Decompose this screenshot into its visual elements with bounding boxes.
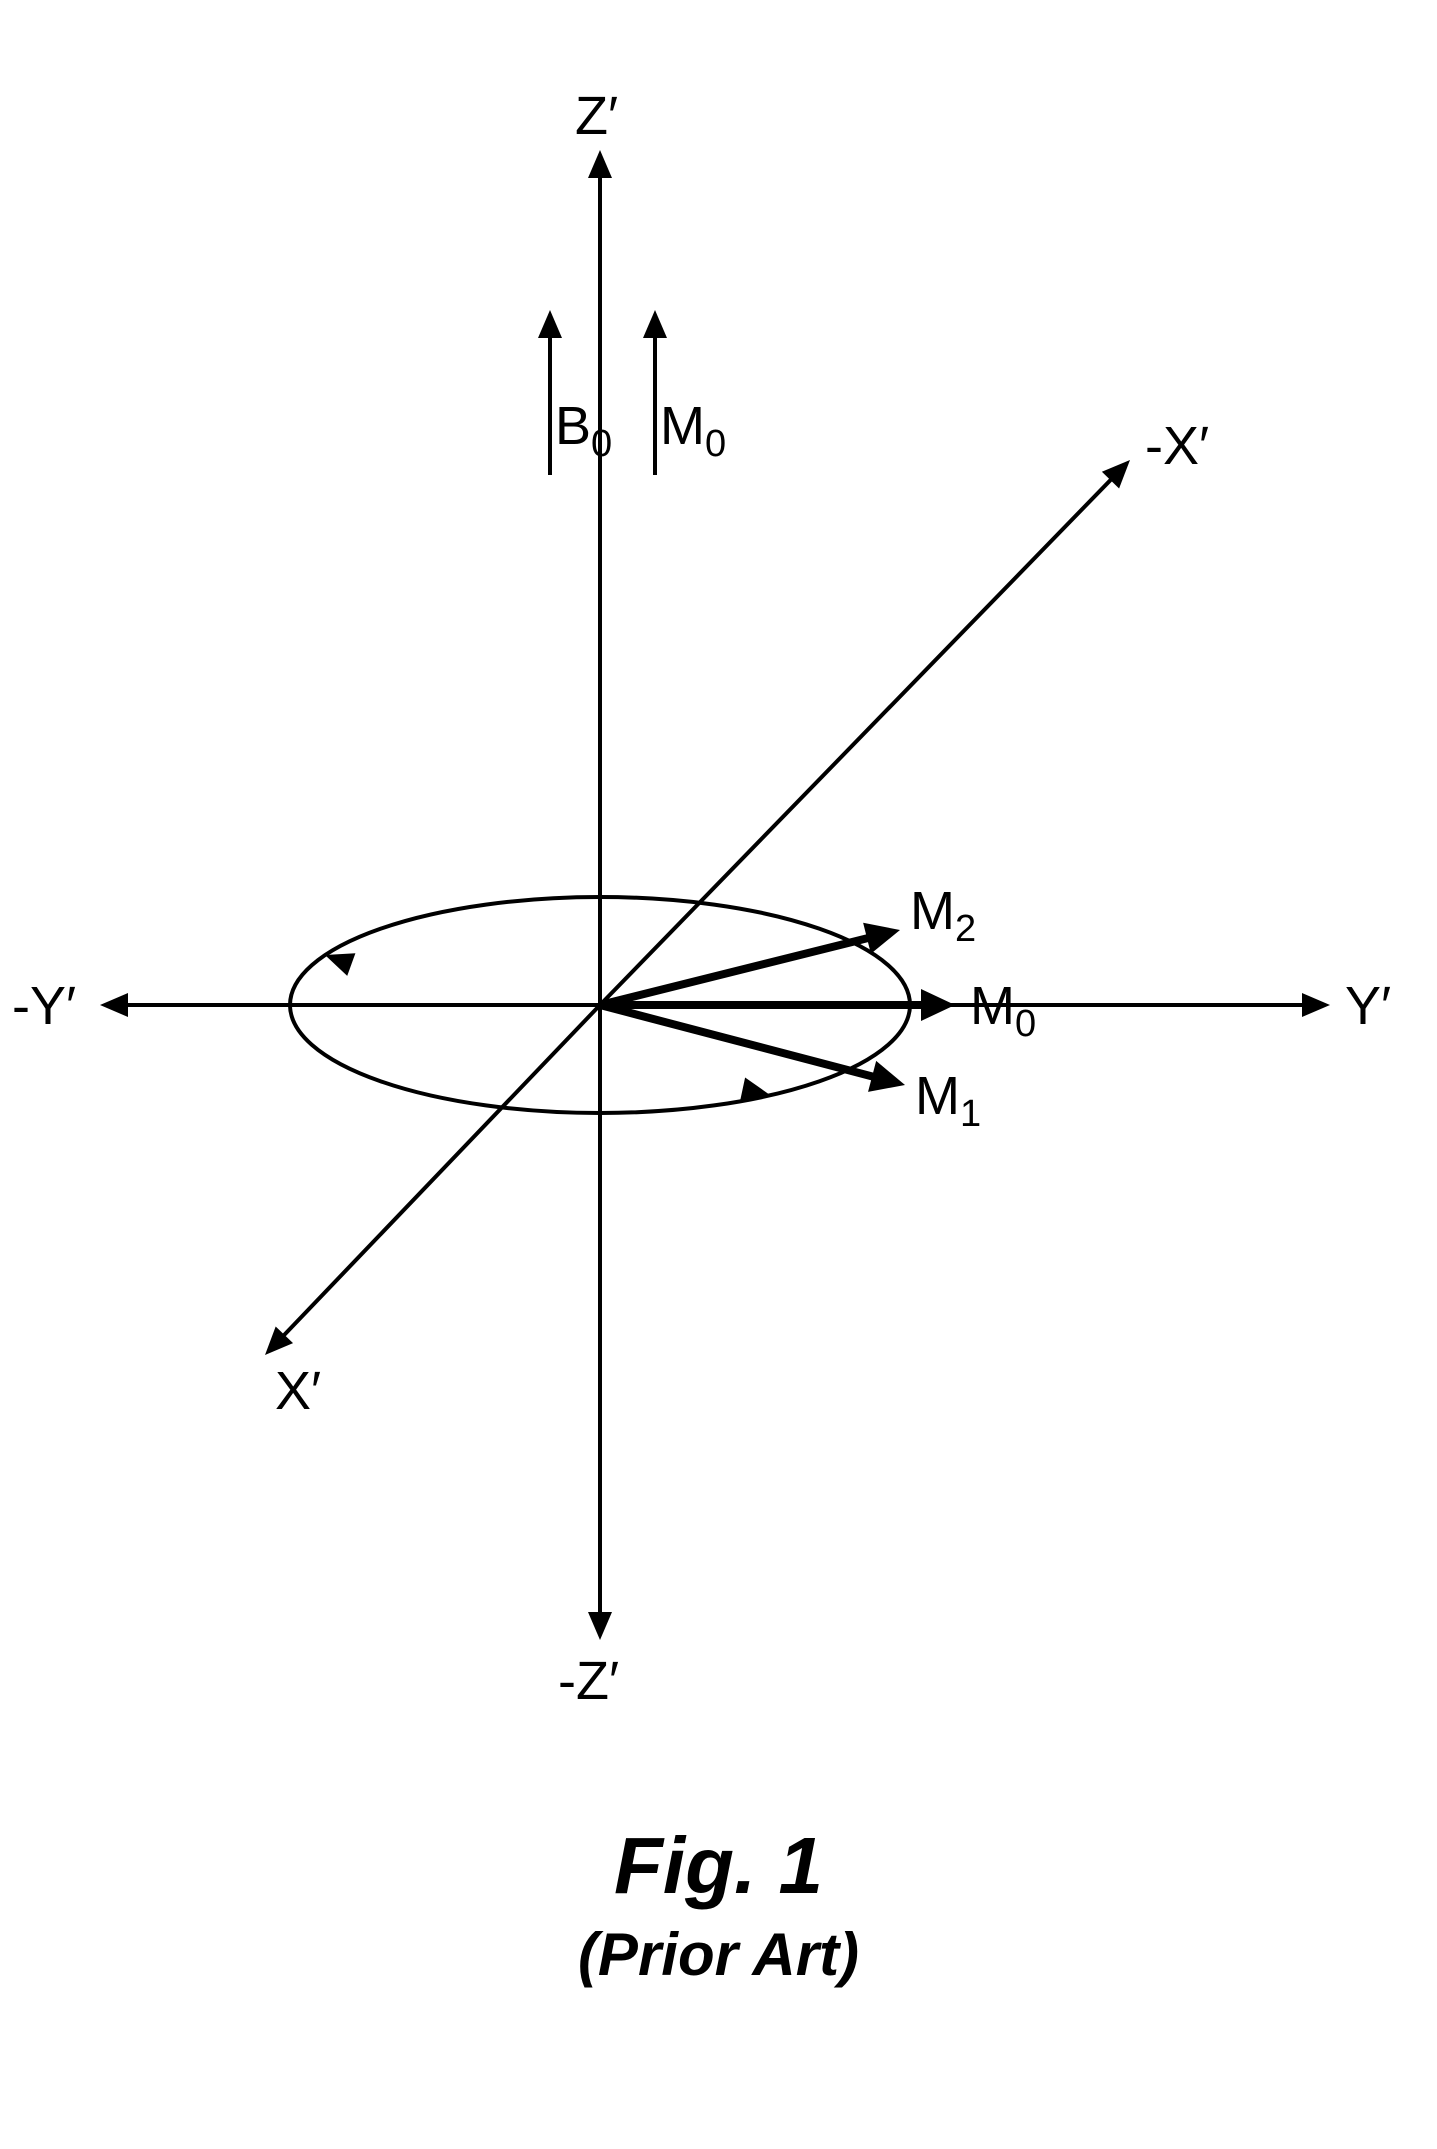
label-x-neg: -X′ <box>1145 415 1209 477</box>
label-m0-horiz: M0 <box>970 975 1036 1046</box>
label-m2: M2 <box>910 880 976 951</box>
label-x-prime: X′ <box>275 1360 321 1422</box>
figure-container: Z′ -Z′ Y′ -Y′ X′ -X′ B0 M0 M2 M0 M1 Fig.… <box>0 0 1437 2149</box>
label-m1: M1 <box>915 1065 981 1136</box>
label-z-pos: Z′ <box>575 85 618 147</box>
figure-caption-title: Fig. 1 <box>0 1820 1437 1912</box>
label-z-neg: -Z′ <box>558 1650 619 1712</box>
label-b0: B0 <box>555 395 612 466</box>
label-y-neg: -Y′ <box>12 975 76 1037</box>
label-y-pos: Y′ <box>1345 975 1391 1037</box>
figure-caption-subtitle: (Prior Art) <box>0 1920 1437 1989</box>
label-m0-up: M0 <box>660 395 726 466</box>
